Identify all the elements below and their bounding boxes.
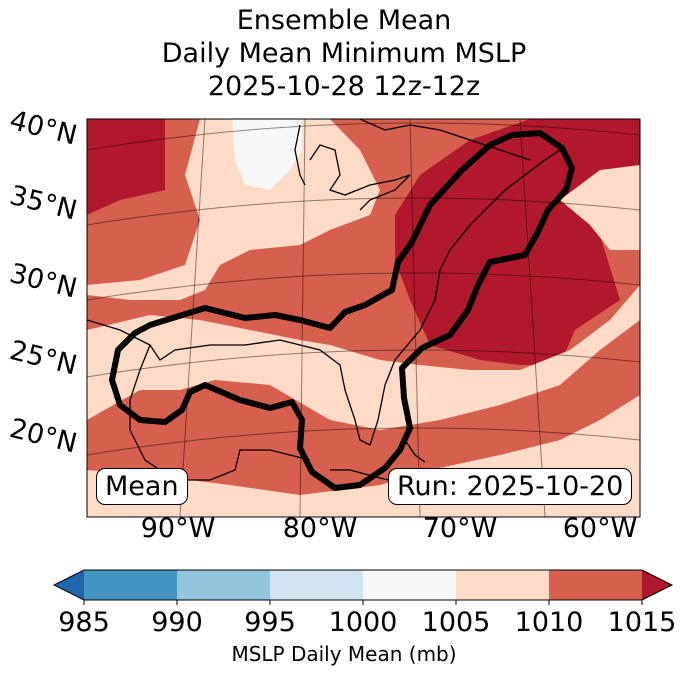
meridian-60W	[519, 119, 546, 517]
lon-label-80w: 80°W	[282, 513, 358, 544]
colorbar-bin-1005-1010	[456, 570, 549, 600]
mean-label-box: Mean	[96, 468, 188, 505]
mslp-field	[87, 119, 640, 517]
colorbar-tick-1000: 1000	[328, 607, 398, 638]
colorbar-label: MSLP Daily Mean (mb)	[231, 642, 457, 666]
title-line-1: Ensemble Mean	[236, 5, 452, 36]
coast-bahamas	[404, 439, 426, 463]
colorbar-tick-1015: 1015	[607, 607, 677, 638]
lon-label-90w: 90°W	[140, 513, 216, 544]
colorbar-tick-990: 990	[151, 607, 203, 638]
lon-label-70w: 70°W	[422, 513, 498, 544]
colorbar-tick-1010: 1010	[514, 607, 584, 638]
field-1000-1005-great-lakes	[232, 119, 302, 190]
run-date-box: Run: 2025-10-20	[388, 468, 633, 505]
lon-label-60w: 60°W	[562, 513, 638, 544]
highlight-region-outline	[109, 130, 575, 491]
parallel-20N	[87, 427, 640, 456]
colorbar-tick-1005: 1005	[421, 607, 491, 638]
map-frame	[86, 118, 641, 518]
parallel-30N	[87, 272, 640, 301]
title-line-2: Daily Mean Minimum MSLP	[161, 38, 527, 69]
colorbar-extend-over	[642, 570, 672, 600]
parallel-35N	[87, 197, 640, 226]
colorbar	[52, 569, 674, 605]
graticule	[87, 119, 640, 517]
coast-canada	[359, 119, 531, 161]
colorbar-bin-995-1000	[270, 570, 363, 600]
parallel-40N	[87, 122, 640, 151]
parallel-25N	[87, 349, 640, 378]
colorbar-tick-985: 985	[58, 607, 110, 638]
field-1005-1010-lower-band	[87, 285, 640, 430]
meridian-70W	[409, 119, 421, 517]
colorbar-tick-995: 995	[244, 607, 296, 638]
coast-lake-michigan	[294, 124, 306, 186]
colorbar-bin-1000-1005	[363, 570, 456, 600]
coast-gulf	[87, 149, 561, 446]
colorbar-bin-990-995	[177, 570, 270, 600]
colorbar-extend-under	[54, 570, 84, 600]
coast-great-lakes	[309, 144, 411, 211]
colorbar-bin-985-990	[84, 570, 177, 600]
colorbar-bin-1010-1015	[549, 570, 642, 600]
title-line-3: 2025-10-28 12z-12z	[207, 71, 481, 102]
field-1005-1010-band	[87, 119, 380, 300]
meridian-90W	[179, 119, 206, 517]
field-1005-1010-east	[560, 165, 640, 250]
field-over-1015-northwest	[87, 119, 165, 215]
chart-title: Ensemble Mean Daily Mean Minimum MSLP 20…	[0, 4, 688, 103]
